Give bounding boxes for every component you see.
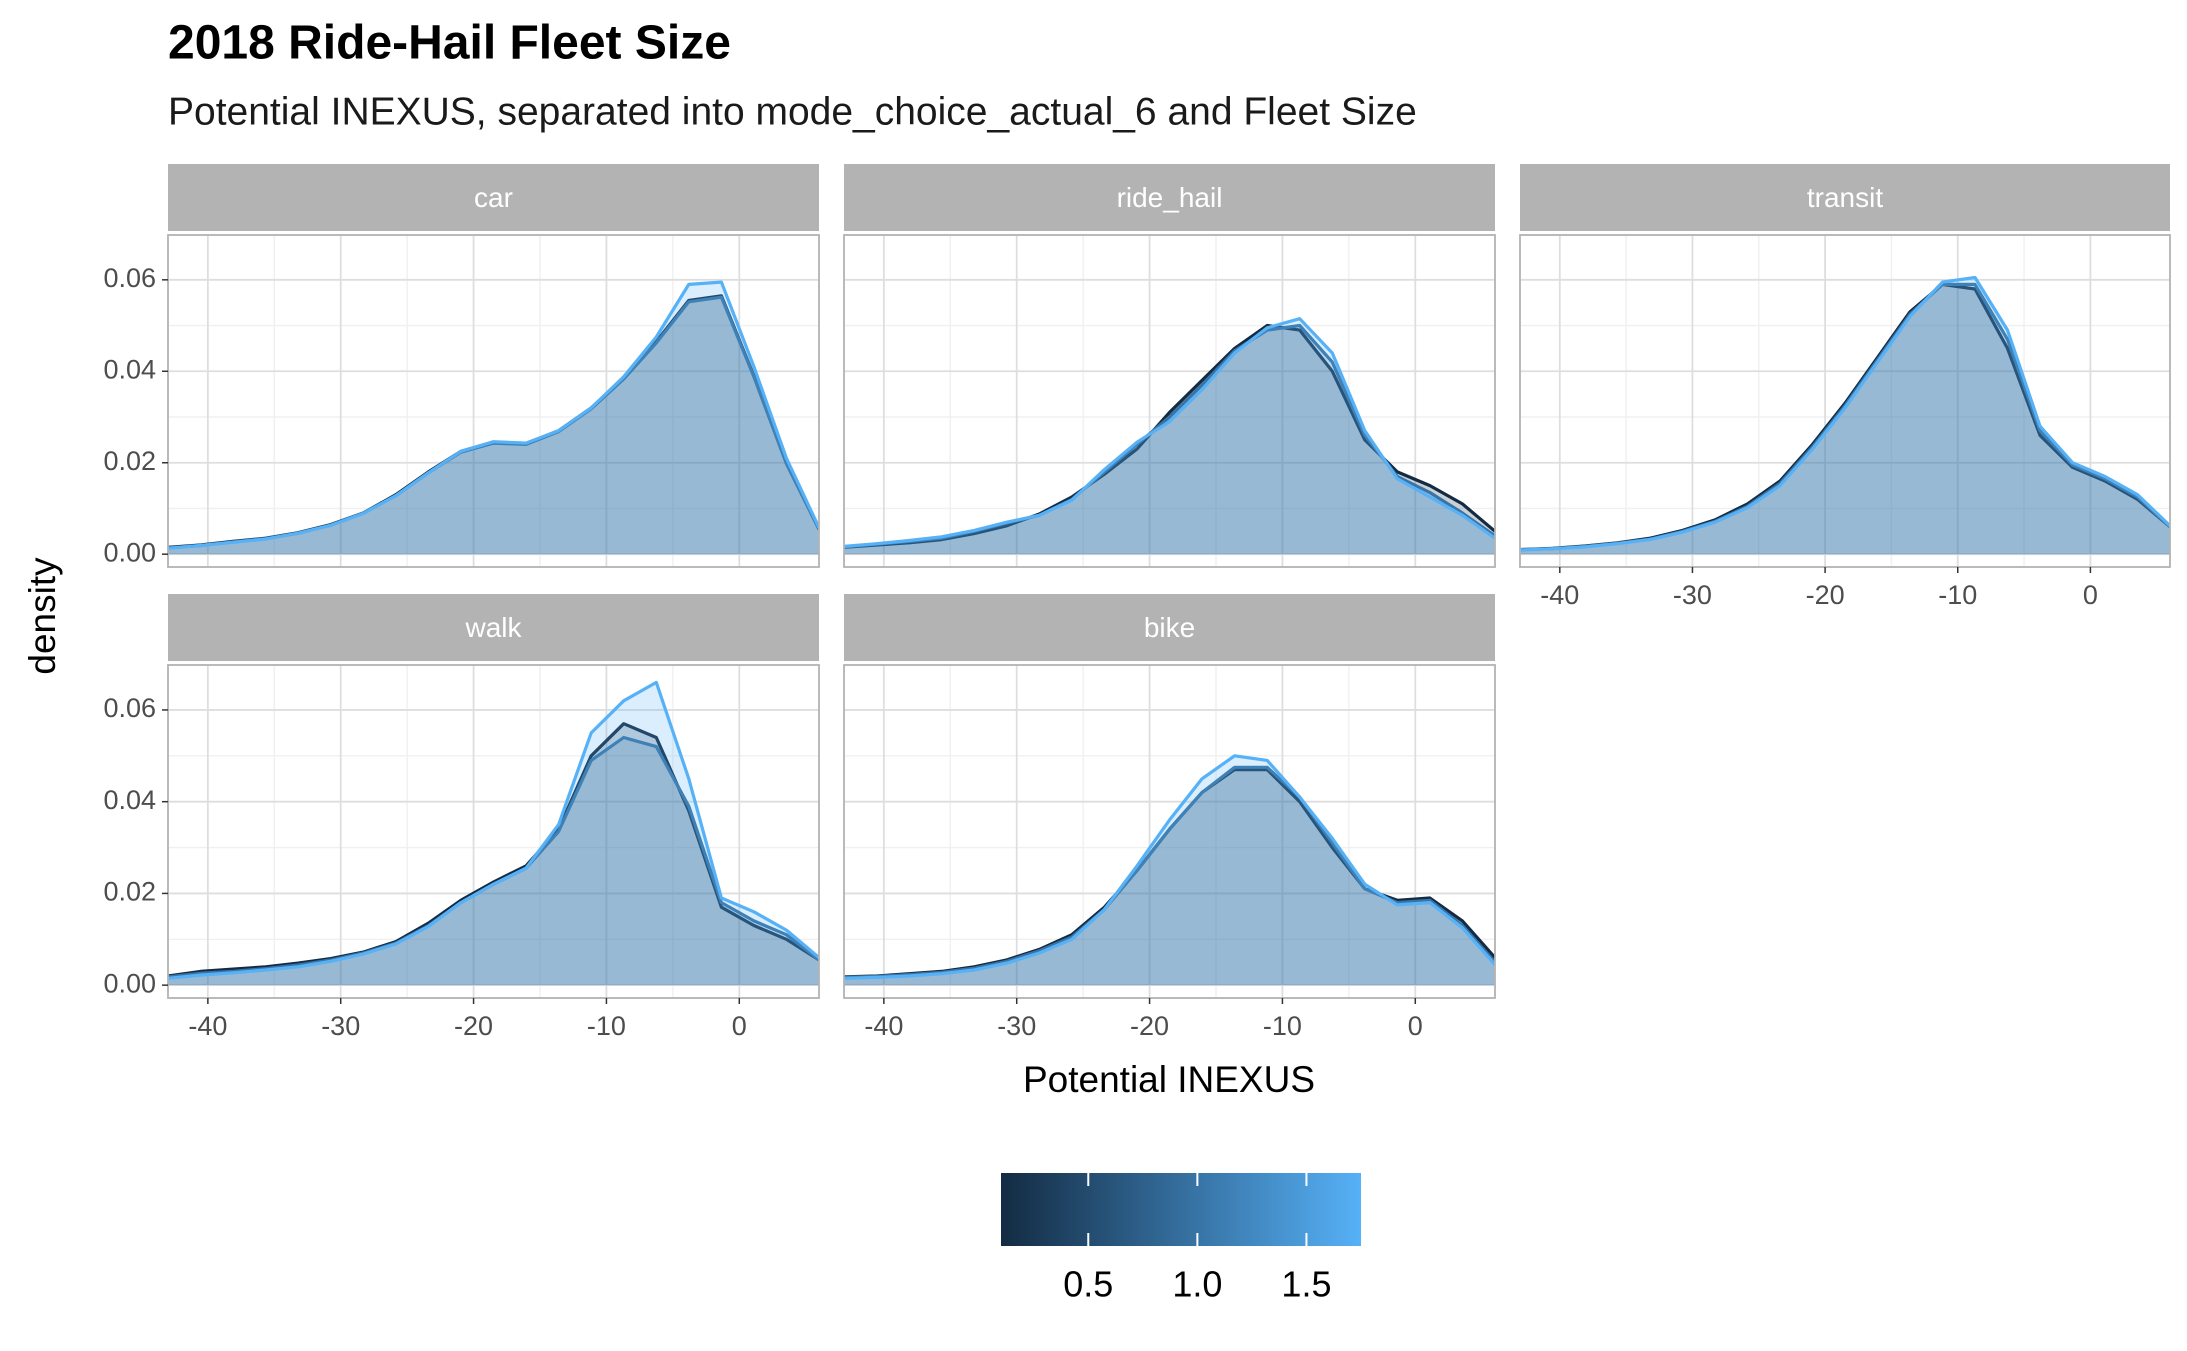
density-area [844,325,1495,555]
density-area [844,325,1495,555]
x-tick-label: -10 [587,1011,626,1041]
y-tick-label: 0.04 [103,785,156,815]
y-tick-label: 0.04 [103,354,156,384]
y-tick-label: 0.06 [103,263,156,293]
strip-label: car [474,182,513,213]
strip-label: ride_hail [1117,182,1223,213]
density-line [1520,275,2170,552]
panel-border [1519,234,2171,568]
x-tick-label: -30 [997,1011,1036,1041]
density-area [168,723,819,986]
x-tick-label: -20 [1130,1011,1169,1041]
strip-background [844,594,1495,661]
x-tick-label: 0 [1408,1011,1423,1041]
density-area [168,297,819,555]
strip-label: walk [464,612,522,643]
x-tick-label: -40 [1540,580,1579,610]
panel-background [844,235,1495,567]
density-area [168,282,819,555]
density-area [168,682,819,986]
x-tick-label: 0 [732,1011,747,1041]
strip-label: bike [1144,612,1195,643]
chart-title: 2018 Ride-Hail Fleet Size [168,17,731,70]
strip-background [844,164,1495,231]
strip-background [1520,164,2170,231]
panel [168,235,819,567]
x-tick-label: -10 [1938,580,1977,610]
panel-border [167,664,820,999]
panel [844,665,1495,998]
x-tick-label: -40 [864,1011,903,1041]
colorbar-label: 1.5 [1281,1264,1331,1305]
panel-background [168,235,819,567]
density-area [844,769,1495,986]
strip-background [168,594,819,661]
y-tick-label: 0.06 [103,693,156,723]
density-area [1520,277,2170,555]
density-area [844,318,1495,555]
x-axis-title: Potential INEXUS [1023,1059,1315,1100]
density-line [168,280,819,550]
y-tick-label: 0.00 [103,537,156,567]
panel [844,235,1495,567]
x-tick-label: 0 [2083,580,2098,610]
strip-label: transit [1807,182,1883,213]
density-line [844,317,1495,548]
colorbar [1001,1173,1361,1246]
panel [1520,235,2170,567]
panel-border [843,234,1496,568]
x-tick-label: -40 [188,1011,227,1041]
y-axis-title: density [22,557,63,675]
strip-background [168,164,819,231]
x-tick-label: -10 [1263,1011,1302,1041]
colorbar-label: 0.5 [1063,1264,1113,1305]
density-area [168,737,819,986]
colorbar-label: 1.0 [1172,1264,1222,1305]
chart-subtitle: Potential INEXUS, separated into mode_ch… [168,90,1417,133]
y-tick-label: 0.02 [103,446,156,476]
density-area [844,755,1495,986]
x-tick-label: -20 [454,1011,493,1041]
x-tick-label: -20 [1806,580,1845,610]
density-line [844,754,1495,980]
y-tick-label: 0.02 [103,877,156,907]
x-tick-label: -30 [1673,580,1712,610]
density-area [168,295,819,555]
density-area [844,767,1495,986]
x-tick-label: -30 [321,1011,360,1041]
panel [168,665,819,998]
density-line [168,680,819,980]
y-tick-label: 0.00 [103,968,156,998]
density-area [1520,284,2170,555]
panel-border [843,664,1496,999]
panel-border [167,234,820,568]
panel-background [168,665,819,998]
